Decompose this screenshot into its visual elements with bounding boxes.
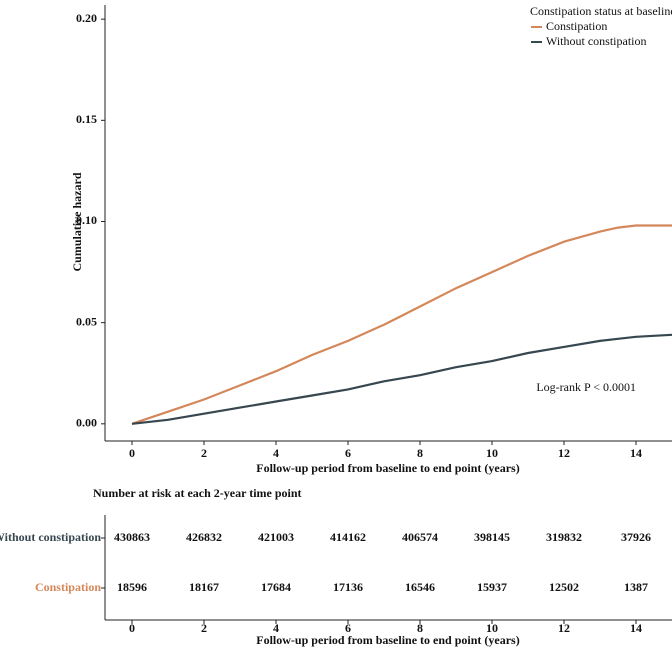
risk-value: 414162 [330, 530, 366, 544]
line [131, 224, 672, 425]
risk-value: 319832 [546, 530, 582, 544]
risk-value: 18167 [189, 580, 219, 594]
risk-value: 17136 [333, 580, 363, 594]
legend-label: Without constipation [546, 34, 647, 48]
y-tick-label: 0.05 [76, 314, 97, 328]
risk-row-label: Constipation [35, 580, 101, 594]
x-tick-label: 10 [486, 446, 498, 460]
x-tick-label: 12 [558, 446, 570, 460]
y-tick-label: 0.15 [76, 112, 97, 126]
risk-x-tick-label: 4 [273, 621, 279, 635]
x-tick-label: 4 [273, 446, 279, 460]
risk-x-tick-label: 14 [630, 621, 642, 635]
y-tick-label: 0.10 [76, 213, 97, 227]
risk-value: 426832 [186, 530, 222, 544]
risk-value: 430863 [114, 530, 150, 544]
line [131, 333, 672, 425]
risk-value: 18596 [117, 580, 147, 594]
risk-x-tick-label: 12 [558, 621, 570, 635]
y-axis-label: Cumulative hazard [70, 172, 84, 271]
risk-value: 37926 [621, 530, 651, 544]
annotation: Log-rank P < 0.0001 [536, 380, 636, 394]
risk-value: 12502 [549, 580, 579, 594]
y-tick-label: 0.20 [76, 11, 97, 25]
x-tick-label: 8 [417, 446, 423, 460]
risk-x-tick-label: 8 [417, 621, 423, 635]
risk-value: 15937 [477, 580, 507, 594]
x-tick-label: 6 [345, 446, 351, 460]
risk-x-tick-label: 2 [201, 621, 207, 635]
risk-value: 17684 [261, 580, 291, 594]
risk-x-axis-label: Follow-up period from baseline to end po… [256, 633, 519, 647]
y-tick-label: 0.00 [76, 416, 97, 430]
x-tick-label: 14 [630, 446, 642, 460]
x-tick-label: 2 [201, 446, 207, 460]
risk-x-tick-label: 6 [345, 621, 351, 635]
risk-value: 406574 [402, 530, 438, 544]
legend-label: Constipation [546, 19, 607, 33]
risk-value: 1387 [624, 580, 648, 594]
risk-x-tick-label: 0 [129, 621, 135, 635]
risk-value: 16546 [405, 580, 435, 594]
legend-title: Constipation status at baseline [530, 4, 672, 18]
risk-x-tick-label: 10 [486, 621, 498, 635]
x-axis-label: Follow-up period from baseline to end po… [256, 461, 519, 475]
risk-value: 421003 [258, 530, 294, 544]
x-tick-label: 0 [129, 446, 135, 460]
risk-value: 398145 [474, 530, 510, 544]
risk-table-title: Number at risk at each 2-year time point [93, 486, 302, 500]
risk-row-label: Without constipation [0, 530, 101, 544]
